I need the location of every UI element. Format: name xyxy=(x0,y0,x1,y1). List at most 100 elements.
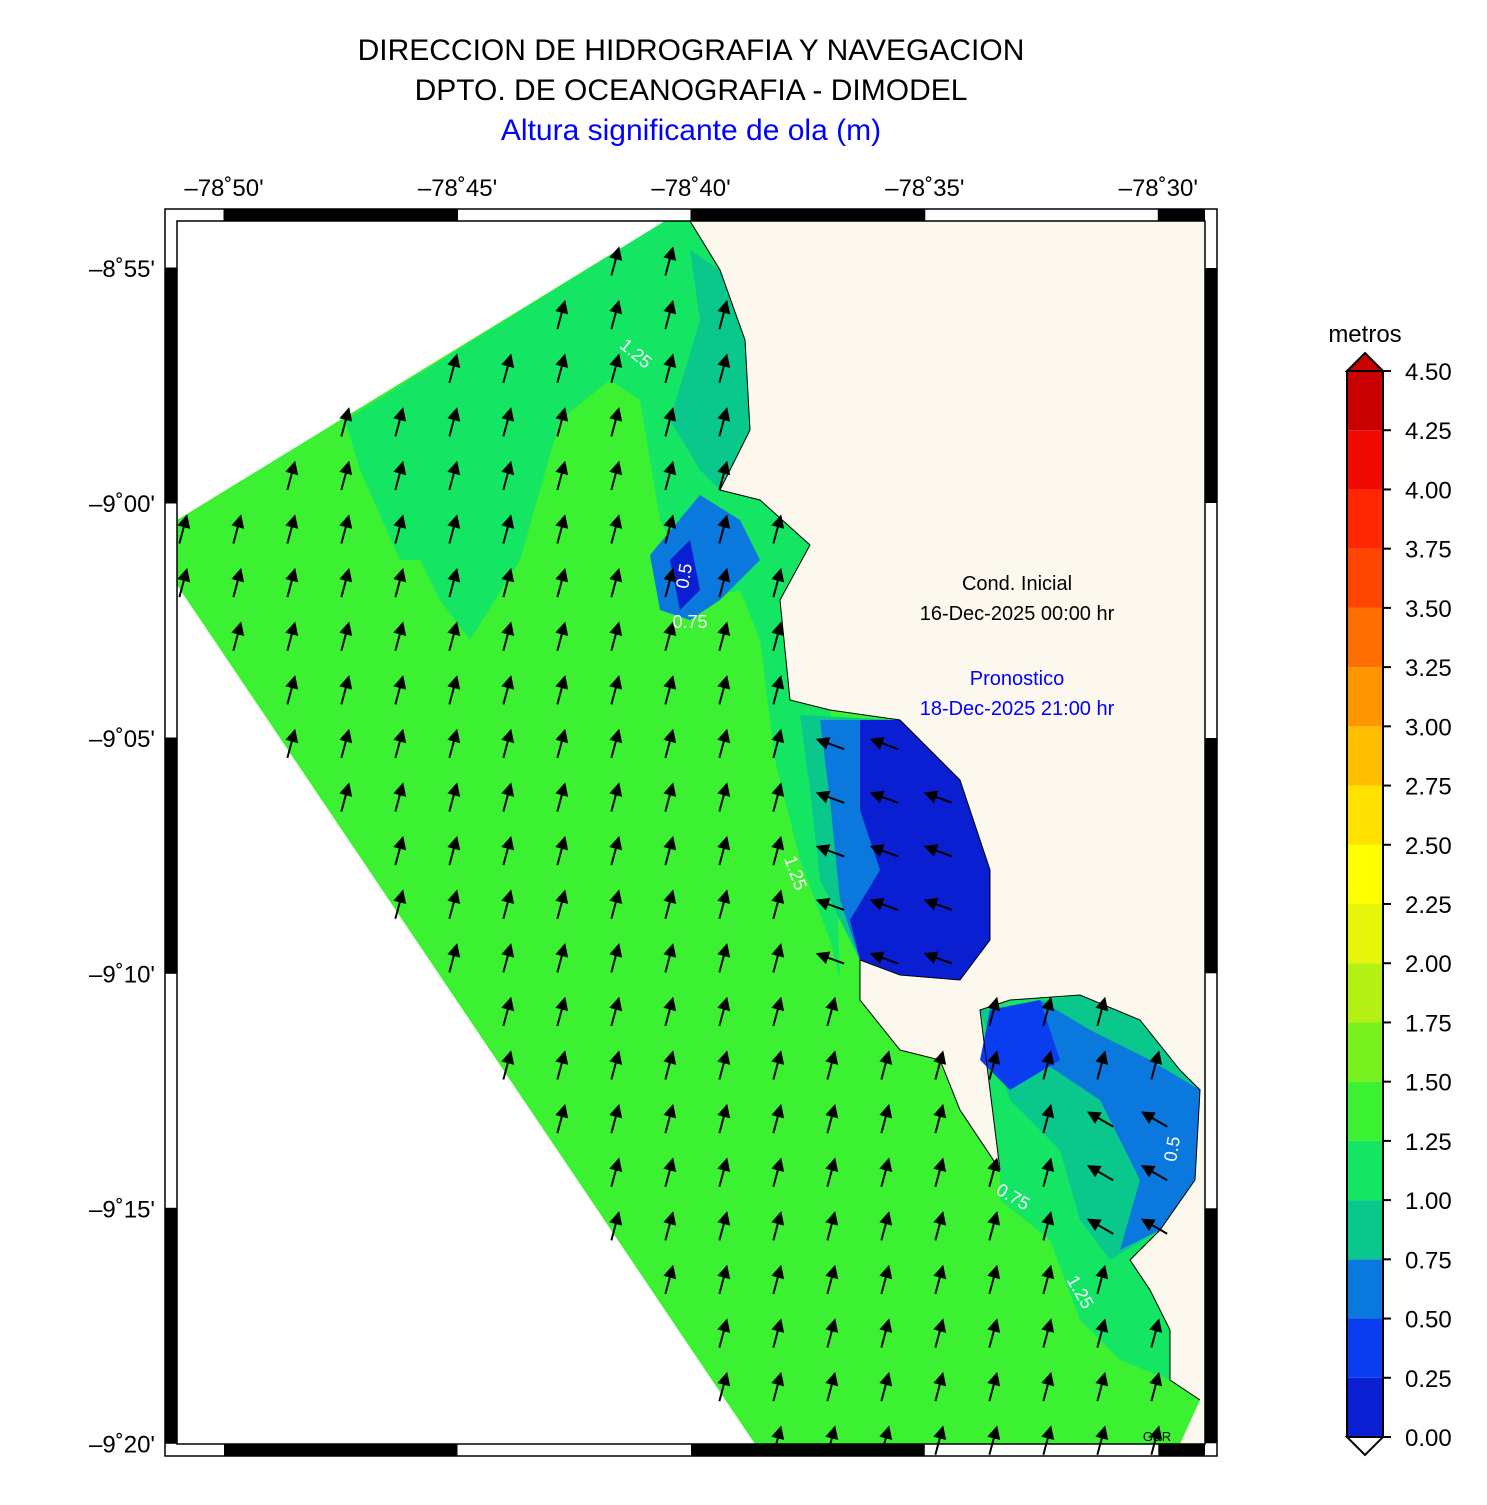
wave-arrow xyxy=(501,407,515,437)
lat-tick-label: –9˚15' xyxy=(89,1196,155,1223)
contour-label: 0.75 xyxy=(672,612,707,632)
wave-arrow xyxy=(663,889,677,919)
credit: G&R xyxy=(1143,1429,1171,1444)
wave-arrow xyxy=(717,889,731,919)
wave-arrow xyxy=(663,728,677,759)
wave-arrow xyxy=(555,782,569,812)
wave-arrow xyxy=(717,1050,731,1080)
wave-arrow xyxy=(609,621,623,651)
wave-arrow xyxy=(771,835,785,866)
wave-arrow xyxy=(825,1103,839,1134)
colorbar-tick-label: 2.00 xyxy=(1405,951,1452,978)
wave-arrow xyxy=(771,889,785,919)
wave-arrow xyxy=(771,728,785,759)
wave-arrow xyxy=(717,1211,731,1241)
title: DIRECCION DE HIDROGRAFIA Y NAVEGACION xyxy=(358,34,1025,67)
wave-arrow xyxy=(717,675,731,705)
wave-arrow xyxy=(987,996,1001,1027)
wave-arrow xyxy=(555,460,569,491)
wave-arrow xyxy=(771,675,785,705)
wave-arrow xyxy=(393,621,407,651)
wave-arrow xyxy=(285,460,299,491)
wave-arrow xyxy=(609,675,623,705)
frame-band xyxy=(1205,1208,1217,1444)
wave-arrow xyxy=(555,353,569,383)
wave-arrow xyxy=(933,1211,947,1241)
wave-arrow xyxy=(717,460,731,491)
wave-arrow xyxy=(1095,1371,1109,1402)
wave-arrow xyxy=(501,675,515,705)
wave-arrow xyxy=(663,1264,677,1295)
wave-arrow xyxy=(447,675,461,705)
wave-arrow xyxy=(771,1371,785,1402)
wave-arrow xyxy=(663,460,677,491)
wave-arrow xyxy=(717,1157,731,1187)
wave-arrow xyxy=(501,728,515,759)
wave-arrow xyxy=(609,782,623,812)
wave-arrow xyxy=(771,1050,785,1080)
wave-arrow xyxy=(555,621,569,651)
wave-arrow xyxy=(717,621,731,651)
colorbar-tick-label: 3.00 xyxy=(1405,714,1452,741)
wave-arrow xyxy=(1041,1157,1055,1187)
wave-arrow xyxy=(339,567,353,598)
wave-arrow xyxy=(1086,1165,1114,1182)
wave-arrow xyxy=(717,835,731,866)
wave-arrow xyxy=(609,567,623,598)
wave-arrow xyxy=(771,782,785,812)
colorbar-swatch xyxy=(1347,904,1383,964)
wave-arrow xyxy=(609,1103,623,1134)
wave-arrow xyxy=(663,1157,677,1187)
wave-arrow xyxy=(717,1103,731,1134)
zone-0-00 xyxy=(850,720,990,980)
wave-arrow xyxy=(501,514,515,544)
wave-arrow xyxy=(815,897,845,911)
wave-arrow xyxy=(879,1103,893,1134)
colorbar-tick-label: 0.25 xyxy=(1405,1366,1452,1393)
wave-arrow xyxy=(339,675,353,705)
wave-arrow xyxy=(987,1050,1001,1080)
wave-arrow xyxy=(717,407,731,437)
wave-arrow xyxy=(825,996,839,1027)
wave-arrow xyxy=(609,1157,623,1187)
wave-arrow xyxy=(923,790,953,804)
wave-arrow xyxy=(663,835,677,866)
lon-tick-label: –78˚40' xyxy=(651,175,730,202)
wave-arrow xyxy=(231,621,245,651)
wave-arrow xyxy=(285,567,299,598)
wave-arrow xyxy=(825,1050,839,1080)
wave-arrow xyxy=(987,1425,1001,1455)
wave-arrow xyxy=(717,1264,731,1295)
wave-arrow xyxy=(987,1211,1001,1241)
lat-tick-label: –9˚10' xyxy=(89,961,155,988)
wave-arrow xyxy=(717,567,731,598)
frame-band xyxy=(224,1444,458,1456)
wave-arrow xyxy=(869,844,899,858)
wave-arrow xyxy=(1086,1111,1114,1128)
wave-arrow xyxy=(869,897,899,911)
colorbar-swatch xyxy=(1347,371,1383,431)
colorbar-tick-label: 2.25 xyxy=(1405,892,1452,919)
colorbar-tick-label: 4.50 xyxy=(1405,359,1452,386)
wave-arrow xyxy=(555,567,569,598)
wave-arrow xyxy=(869,737,899,751)
wave-arrow xyxy=(825,1157,839,1187)
wave-arrow xyxy=(609,996,623,1027)
wave-arrow xyxy=(717,943,731,973)
wave-arrow xyxy=(663,353,677,383)
wave-arrow xyxy=(663,246,677,276)
wave-arrow xyxy=(501,996,515,1027)
wave-arrow xyxy=(609,514,623,544)
frame-band xyxy=(691,209,925,221)
colorbar-tick-label: 2.50 xyxy=(1405,833,1452,860)
wave-arrow xyxy=(609,943,623,973)
wave-arrow xyxy=(987,1264,1001,1295)
wave-arrow xyxy=(339,782,353,812)
wave-arrow xyxy=(447,567,461,598)
wave-arrow xyxy=(825,1371,839,1402)
wave-arrow xyxy=(501,567,515,598)
wave-arrow xyxy=(663,1103,677,1134)
wave-arrow xyxy=(879,1211,893,1241)
wave-arrow xyxy=(231,514,245,544)
